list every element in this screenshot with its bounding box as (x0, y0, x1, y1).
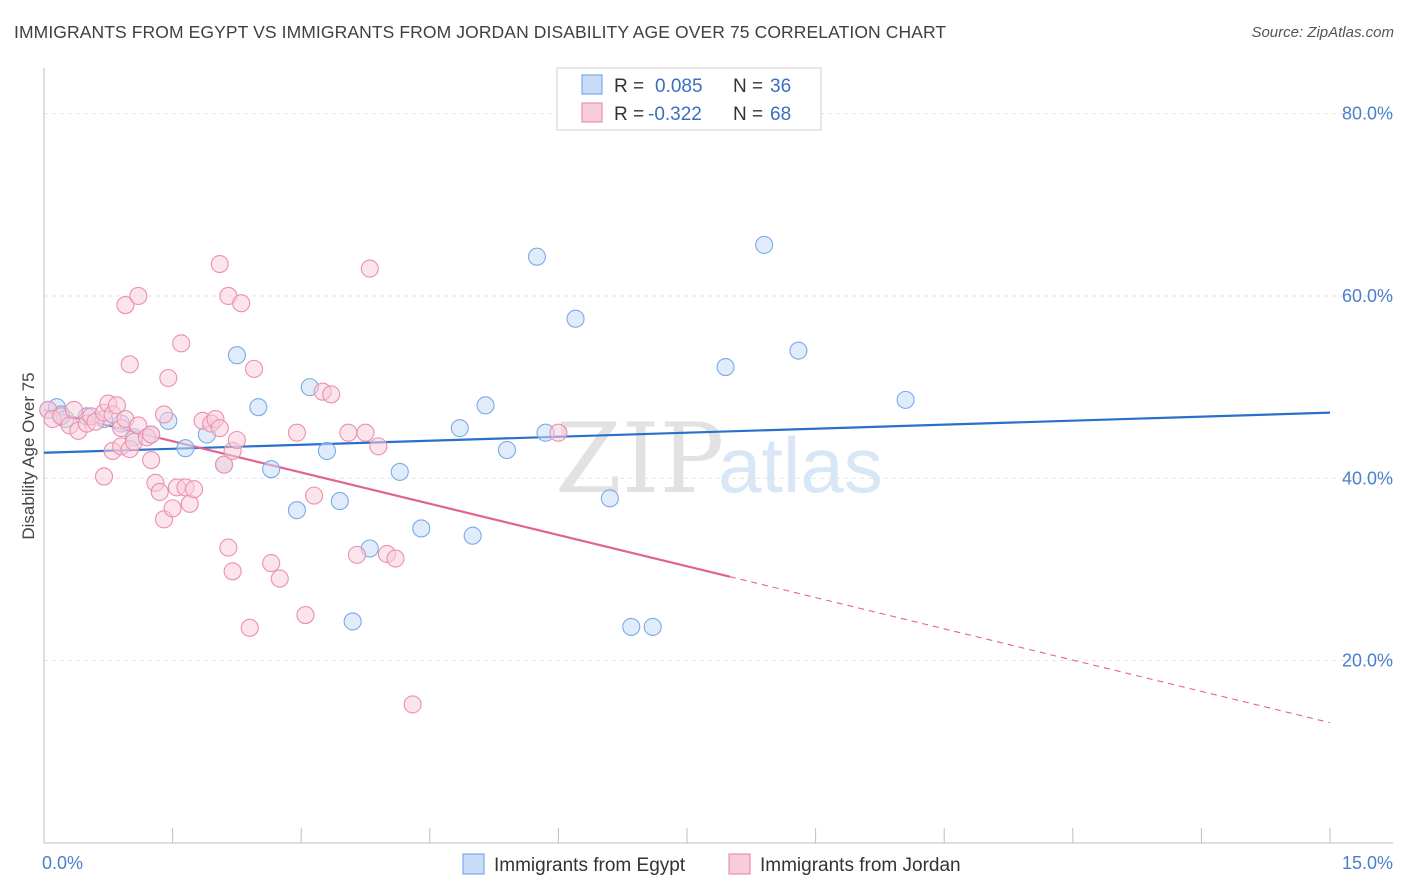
chart-source: Source: ZipAtlas.com (1251, 24, 1394, 41)
series-legend-swatch-egypt (462, 853, 485, 875)
point-series1-26 (163, 499, 182, 518)
point-series0-16 (287, 501, 306, 520)
legend-n-value-egypt: 36 (770, 76, 791, 97)
y-axis-label: Disability Age Over 75 (19, 372, 38, 539)
point-series0-22 (390, 462, 409, 481)
point-series1-33 (184, 480, 204, 499)
point-series1-62 (369, 437, 388, 456)
point-series0-18 (317, 441, 336, 460)
point-series1-44 (219, 538, 238, 557)
point-series1-48 (232, 294, 251, 313)
point-series0-37 (896, 390, 915, 409)
point-series0-32 (622, 617, 641, 636)
correlation-legend: R = 0.085 N = 36 R = -0.322 N = 68 (556, 67, 822, 131)
point-series0-15 (262, 460, 281, 479)
point-series1-67 (142, 425, 161, 444)
point-series1-34 (120, 355, 139, 374)
legend-r-value-egypt: 0.085 (655, 76, 703, 97)
point-series1-40 (210, 419, 229, 438)
watermark-atlas: atlas (718, 421, 883, 509)
point-series0-14 (249, 398, 268, 417)
watermark: ZIP atlas (555, 403, 883, 515)
point-series0-33 (643, 617, 662, 636)
point-series0-13 (227, 346, 246, 365)
point-series0-31 (600, 489, 619, 508)
point-series0-10 (176, 439, 195, 458)
x-tick-label-1: 15.0% (1342, 853, 1393, 873)
series-legend-label-egypt: Immigrants from Egypt (494, 855, 686, 876)
point-series1-52 (270, 569, 289, 588)
chart-title: IMMIGRANTS FROM EGYPT VS IMMIGRANTS FROM… (14, 22, 947, 42)
point-series0-30 (566, 309, 585, 328)
series-legend-swatch-jordan (728, 853, 751, 875)
point-series1-60 (356, 423, 375, 442)
point-series0-28 (527, 247, 547, 266)
legend-swatch-egypt (581, 74, 603, 95)
point-series1-30 (172, 334, 191, 353)
legend-n-label-egypt: N = (733, 76, 763, 97)
y-tick-labels: 20.0% 40.0% 60.0% 80.0% (1342, 104, 1393, 671)
point-series0-24 (450, 419, 469, 438)
trend-line-series0 (43, 411, 1331, 454)
point-series1-51 (262, 554, 281, 573)
point-series0-35 (755, 235, 774, 254)
trend-line-extension-series1 (729, 576, 1331, 724)
point-series1-24 (150, 482, 169, 502)
point-series1-22 (142, 451, 161, 470)
series-legend: Immigrants from Egypt Immigrants from Jo… (462, 853, 961, 876)
point-series1-61 (360, 259, 379, 278)
point-series1-58 (339, 423, 358, 442)
point-series1-64 (386, 549, 405, 568)
point-series0-36 (789, 341, 808, 360)
y-tick-label-0: 20.0% (1342, 651, 1393, 671)
point-series0-20 (343, 612, 362, 631)
point-series1-41 (214, 455, 234, 474)
point-series0-34 (716, 358, 735, 377)
legend-r-label-jordan: R = (614, 104, 644, 125)
point-series1-4 (64, 400, 84, 419)
point-series0-25 (463, 526, 482, 545)
legend-n-value-jordan: 68 (770, 104, 791, 125)
x-tick-marks (43, 828, 1331, 843)
watermark-zip: ZIP (555, 403, 724, 515)
point-series1-66 (549, 423, 568, 442)
point-series1-49 (244, 359, 264, 378)
x-tick-labels: 0.0% 15.0% (42, 853, 1393, 873)
point-series1-12 (107, 396, 126, 415)
point-series1-54 (296, 606, 315, 625)
legend-r-label-egypt: R = (614, 76, 644, 97)
legend-n-label-jordan: N = (733, 104, 763, 125)
point-series1-43 (227, 430, 246, 450)
legend-r-value-jordan: -0.322 (648, 104, 702, 125)
point-series0-26 (476, 396, 495, 415)
point-series1-29 (159, 368, 178, 388)
axes (43, 68, 1393, 844)
point-series1-35 (116, 296, 135, 315)
point-series1-45 (223, 562, 242, 581)
series-legend-label-jordan: Immigrants from Jordan (760, 855, 961, 876)
point-series1-50 (240, 618, 259, 637)
grid-lines (44, 113, 1393, 662)
point-series1-46 (210, 254, 229, 274)
point-series0-19 (330, 492, 349, 511)
point-series1-55 (305, 486, 324, 505)
point-series1-36 (129, 286, 148, 305)
point-series1-53 (287, 423, 306, 442)
y-tick-label-2: 60.0% (1342, 286, 1393, 306)
point-series0-23 (412, 519, 431, 538)
point-series1-65 (403, 695, 422, 714)
point-series1-28 (154, 405, 174, 424)
x-tick-label-0: 0.0% (42, 853, 83, 873)
point-series1-59 (347, 545, 366, 564)
point-series1-15 (94, 467, 114, 486)
legend-swatch-jordan (581, 102, 603, 123)
data-points (39, 235, 915, 714)
point-series1-57 (322, 385, 341, 404)
y-tick-label-1: 40.0% (1342, 468, 1393, 488)
point-series0-27 (497, 440, 517, 460)
y-tick-label-3: 80.0% (1342, 104, 1393, 124)
